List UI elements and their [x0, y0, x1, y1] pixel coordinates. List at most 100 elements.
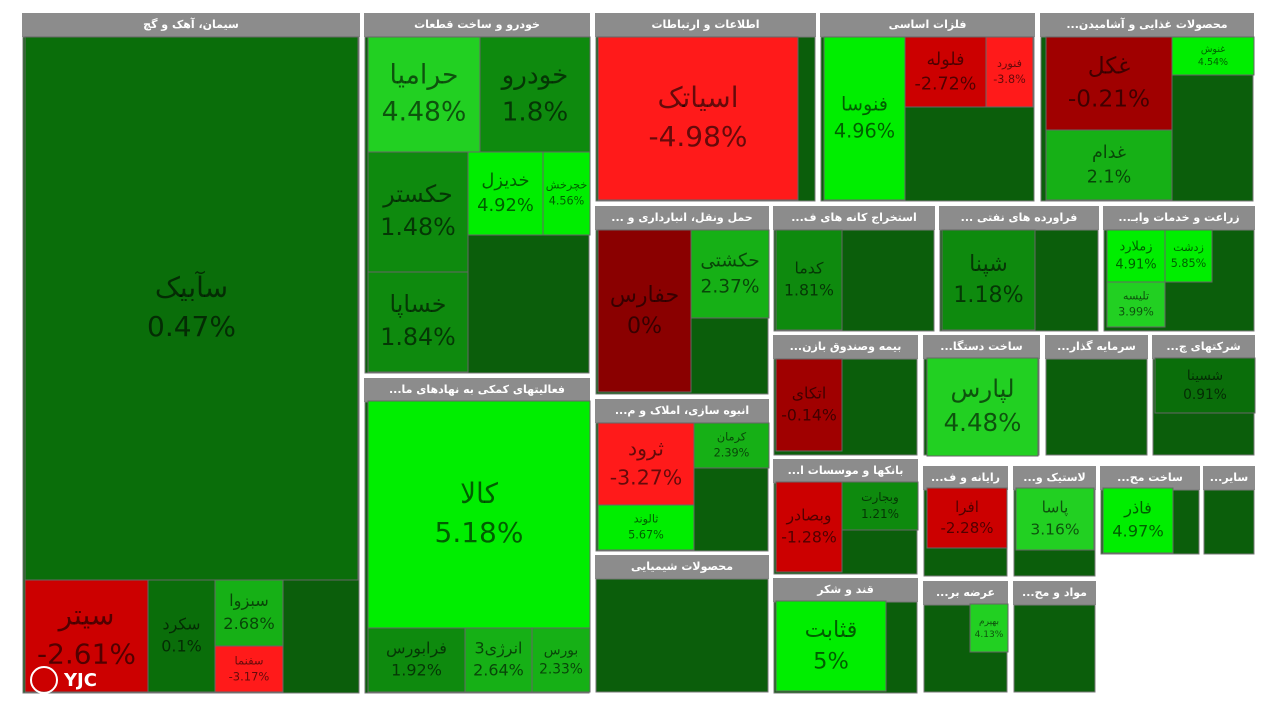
stock-tile[interactable] [1106, 229, 1166, 283]
sector-header [923, 466, 1008, 490]
sector-title: ...شرکتهای چ [1166, 340, 1240, 354]
stock-name: خچرخش [546, 179, 588, 193]
stock-tile[interactable] [926, 487, 1008, 549]
stock-tile[interactable] [1015, 487, 1095, 551]
stock-change: 4.96% [834, 120, 895, 143]
sector-title: ...استخراج کانه های ف [791, 211, 917, 225]
sector-title: ...سایر [1210, 471, 1248, 484]
stock-tile[interactable] [464, 627, 533, 693]
stock-tile[interactable] [542, 151, 591, 236]
stock-tile[interactable] [147, 579, 216, 693]
stock-change: 3.16% [1030, 520, 1079, 538]
sector-title: ...عرضه بر [936, 586, 995, 599]
stock-tile[interactable] [24, 36, 359, 581]
stock-tile[interactable] [926, 357, 1039, 457]
stock-change: 1.8% [502, 97, 569, 127]
stock-tile[interactable] [214, 645, 284, 693]
stock-tile[interactable] [1171, 36, 1255, 76]
stock-tile[interactable] [597, 504, 695, 551]
stock-tile[interactable] [531, 627, 591, 693]
stock-change: -3.8% [993, 73, 1026, 86]
stock-tile[interactable] [367, 271, 469, 373]
stock-tile[interactable] [24, 579, 149, 693]
stock-tile[interactable] [690, 229, 770, 319]
stock-change: -1.28% [781, 528, 837, 547]
stock-tile[interactable] [841, 481, 919, 531]
stock-tile[interactable] [1106, 281, 1166, 328]
stock-tile[interactable] [823, 36, 906, 201]
sector-title: ...محصولات غذایی و آشامیدن [1066, 17, 1227, 31]
stock-name: حفارس [610, 282, 679, 308]
stock-name: فرابورس [386, 638, 447, 658]
stock-tile[interactable] [775, 358, 843, 452]
sector-body [1045, 358, 1148, 456]
sector-title: ...مواد و مح [1022, 586, 1087, 599]
stock-tile[interactable] [985, 36, 1034, 108]
logo-icon [30, 666, 58, 694]
stock-tile[interactable] [367, 36, 481, 153]
sector-header [595, 13, 816, 37]
stock-tile[interactable] [1045, 129, 1173, 201]
stock-name: سآبیک [155, 271, 228, 304]
stock-tile[interactable] [479, 36, 591, 153]
sector-header [1013, 466, 1096, 490]
sector-header [595, 206, 769, 230]
stock-tile[interactable] [693, 422, 770, 469]
stock-name: شپنا [969, 251, 1008, 277]
stock-name: کالا [460, 477, 499, 510]
stock-change: 5.85% [1171, 257, 1207, 270]
stock-change: 4.48% [382, 97, 467, 128]
stock-change: 1.81% [784, 281, 834, 300]
sector-header [364, 13, 590, 37]
stock-tile[interactable] [597, 422, 695, 506]
stock-tile[interactable] [775, 229, 843, 331]
stock-tile[interactable] [1154, 357, 1256, 414]
stock-tile[interactable] [775, 600, 887, 692]
sector-header [820, 13, 1035, 37]
stock-change: 1.84% [380, 323, 456, 351]
sector-title: فلزات اساسی [889, 18, 967, 31]
stock-change: -0.14% [781, 406, 837, 425]
sector-header [1040, 13, 1254, 37]
watermark-group: YJC [30, 666, 97, 694]
stock-change: -0.21% [1068, 85, 1150, 112]
stock-name: سکرد [162, 614, 200, 634]
stock-tile[interactable] [1045, 36, 1173, 131]
stock-name: فنوسا [841, 93, 888, 116]
stock-tile[interactable] [367, 400, 591, 629]
stock-tile[interactable] [367, 627, 466, 693]
sector-title: ...ساخت مح [1117, 471, 1183, 484]
sector-title: خودرو و ساخت قطعات [414, 18, 540, 31]
stock-tile[interactable] [597, 229, 692, 393]
stock-name: ثالوند [634, 513, 659, 527]
sector-title: قند و شکر [816, 583, 874, 596]
stock-name: خدیزل [481, 170, 529, 191]
stock-name: حکشتی [700, 251, 759, 272]
stock-name: سبزوا [229, 591, 269, 611]
sector-body [1013, 604, 1096, 693]
stock-name: ثرود [628, 437, 664, 461]
sector-header [1013, 581, 1096, 605]
stock-change: 2.39% [714, 446, 750, 459]
stock-change: -4.98% [648, 120, 747, 153]
stock-change: 3.99% [1118, 305, 1154, 318]
stock-tile[interactable] [467, 151, 544, 236]
stock-tile[interactable] [969, 603, 1009, 653]
stock-name: سفنما [234, 653, 263, 667]
sector-header [923, 581, 1008, 605]
stock-change: 1.21% [861, 507, 899, 521]
stock-change: 4.92% [477, 195, 534, 216]
stock-tile[interactable] [775, 481, 843, 573]
stock-tile[interactable] [1164, 229, 1213, 283]
stock-tile[interactable] [1102, 487, 1174, 554]
stock-tile[interactable] [367, 151, 469, 273]
sector-body [1203, 489, 1255, 555]
stock-change: 2.68% [223, 614, 274, 633]
stock-tile[interactable] [597, 36, 799, 201]
stock-tile[interactable] [941, 229, 1036, 331]
stock-name: قثابت [805, 617, 858, 643]
stock-tile[interactable] [904, 36, 987, 108]
stock-name: افرا [955, 498, 979, 516]
stock-change: 4.48% [944, 408, 1022, 437]
